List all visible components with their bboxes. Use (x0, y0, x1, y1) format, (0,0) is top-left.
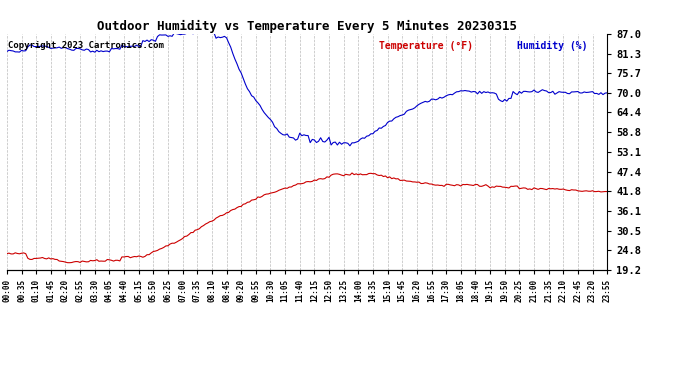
Text: Humidity (%): Humidity (%) (518, 41, 588, 51)
Text: Copyright 2023 Cartronics.com: Copyright 2023 Cartronics.com (8, 41, 164, 50)
Title: Outdoor Humidity vs Temperature Every 5 Minutes 20230315: Outdoor Humidity vs Temperature Every 5 … (97, 20, 517, 33)
Text: Temperature (°F): Temperature (°F) (379, 41, 473, 51)
